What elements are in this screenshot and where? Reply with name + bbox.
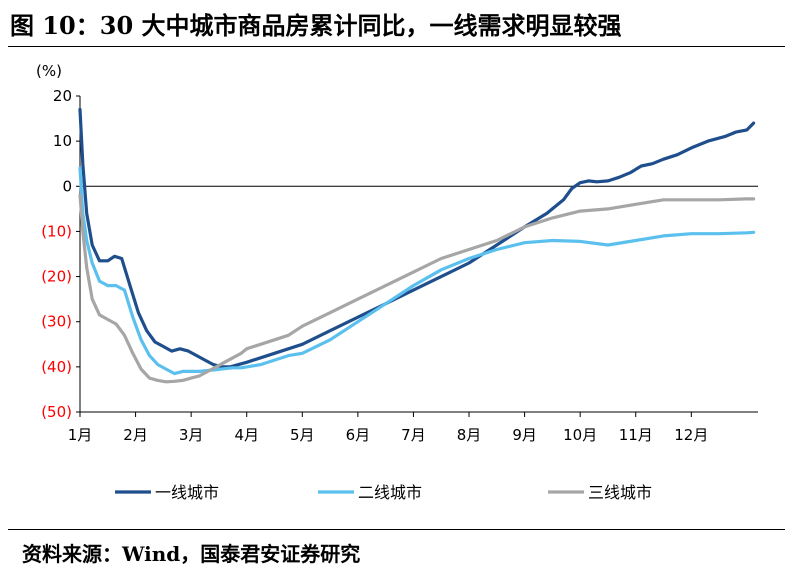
x-tick-label: 12月 bbox=[674, 426, 708, 444]
chart-series bbox=[78, 107, 756, 384]
y-tick-label: 0 bbox=[62, 177, 72, 195]
y-axis-unit: (%) bbox=[36, 62, 62, 80]
chart-axes: (%) bbox=[36, 62, 758, 413]
source-note: 资料来源：Wind，国泰君安证券研究 bbox=[22, 542, 361, 566]
legend-label: 一线城市 bbox=[155, 483, 219, 502]
chart-legend: 一线城市 二线城市 三线城市 bbox=[115, 483, 652, 502]
line-chart: (%) 20 10 0 (10) (20) (30) (40) (50) 1月 2月 3月 4月 5月… bbox=[36, 62, 758, 502]
x-tick-label: 9月 bbox=[512, 426, 537, 444]
legend-label: 三线城市 bbox=[588, 483, 652, 502]
series-line-3 bbox=[78, 193, 756, 384]
x-tick-label: 4月 bbox=[234, 426, 259, 444]
series-line-2 bbox=[78, 166, 756, 376]
legend-label: 二线城市 bbox=[358, 483, 422, 502]
y-tick-label: (30) bbox=[41, 313, 72, 331]
y-tick-label: (40) bbox=[41, 358, 72, 376]
y-tick-label: (50) bbox=[41, 403, 72, 421]
y-tick-label: (10) bbox=[41, 222, 72, 240]
figure-title: 图 10：30 大中城市商品房累计同比，一线需求明显较强 bbox=[10, 11, 622, 40]
x-tick-label: 6月 bbox=[346, 426, 371, 444]
y-axis-ticks: 20 10 0 (10) (20) (30) (40) (50) bbox=[41, 87, 80, 421]
x-tick-label: 8月 bbox=[457, 426, 482, 444]
x-tick-label: 10月 bbox=[563, 426, 597, 444]
x-tick-label: 5月 bbox=[290, 426, 315, 444]
y-tick-label: 20 bbox=[53, 87, 72, 105]
x-tick-label: 7月 bbox=[401, 426, 426, 444]
top-rule bbox=[8, 46, 785, 47]
bottom-rule bbox=[8, 529, 785, 530]
y-tick-label: (20) bbox=[41, 268, 72, 286]
x-axis-ticks: 1月 2月 3月 4月 5月 6月 7月 8月 9月 10月 11月 12月 bbox=[68, 412, 708, 444]
y-tick-label: 10 bbox=[53, 132, 72, 150]
x-tick-label: 1月 bbox=[68, 426, 93, 444]
x-tick-label: 11月 bbox=[619, 426, 653, 444]
x-tick-label: 3月 bbox=[179, 426, 204, 444]
series-line-1 bbox=[78, 107, 756, 369]
x-tick-label: 2月 bbox=[123, 426, 148, 444]
